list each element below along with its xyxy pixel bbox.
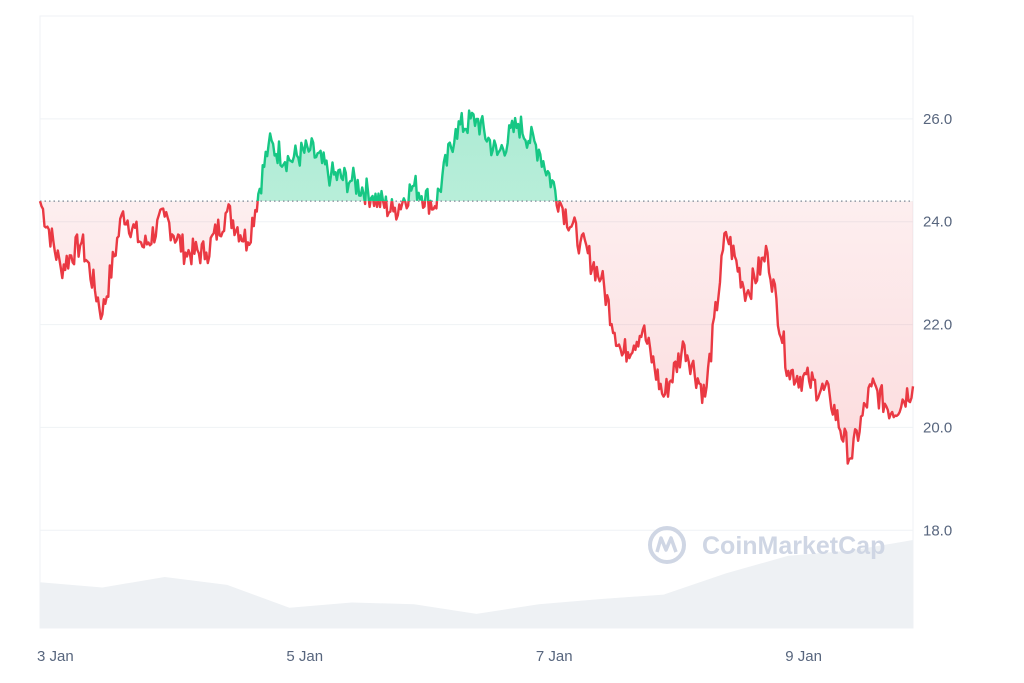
watermark-text: CoinMarketCap xyxy=(702,532,885,560)
volume-area-shape xyxy=(40,540,913,628)
price-line-below xyxy=(38,201,915,465)
volume-area xyxy=(40,540,913,628)
x-tick-label: 9 Jan xyxy=(785,648,822,665)
y-tick-label: 22.0 xyxy=(923,317,952,334)
fill-above-baseline xyxy=(40,110,913,202)
x-axis: 3 Jan 5 Jan 7 Jan 9 Jan xyxy=(37,648,822,665)
price-fill xyxy=(40,110,913,464)
x-tick-label: 7 Jan xyxy=(536,648,573,665)
coinmarketcap-logo-icon xyxy=(648,526,686,564)
fill-below-baseline xyxy=(40,201,913,464)
x-tick-label: 5 Jan xyxy=(286,648,323,665)
y-axis: 18.0 20.0 22.0 24.0 26.0 xyxy=(923,111,952,539)
y-tick-label: 26.0 xyxy=(923,111,952,128)
y-tick-label: 24.0 xyxy=(923,214,952,231)
y-tick-label: 18.0 xyxy=(923,522,952,539)
y-tick-label: 20.0 xyxy=(923,419,952,436)
x-tick-label: 3 Jan xyxy=(37,648,74,665)
coinmarketcap-watermark: CoinMarketCap xyxy=(648,526,885,564)
price-line xyxy=(38,109,915,465)
price-line-above xyxy=(39,109,561,202)
